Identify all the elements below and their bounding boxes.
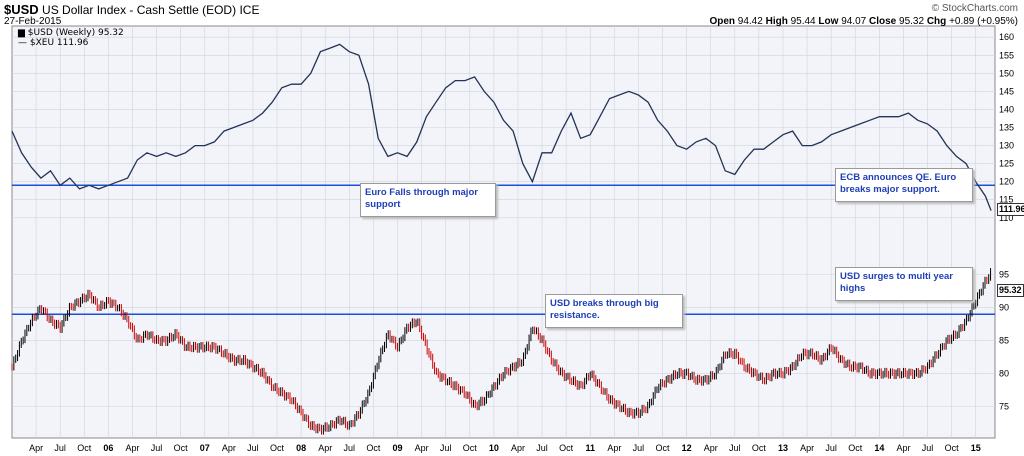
close-value: 95.32 <box>899 16 925 27</box>
x-tick-label: Oct <box>656 443 671 453</box>
xeu-y-tick-label: 125 <box>999 159 1014 169</box>
usd-y-tick-label: 75 <box>999 401 1009 411</box>
xeu-y-tick-label: 145 <box>999 86 1014 96</box>
annotation-euro-support: Euro Falls through major support <box>360 183 496 217</box>
low-value: 94.07 <box>841 16 867 27</box>
xeu-last-value-tag: 111.96 <box>997 203 1024 216</box>
x-tick-label: 14 <box>874 443 884 453</box>
x-tick-label: Apr <box>222 443 236 453</box>
usd-y-tick-label: 80 <box>999 368 1009 378</box>
instrument-name: US Dollar Index - Cash Settle (EOD) <box>42 3 237 17</box>
x-tick-label: 06 <box>103 443 113 453</box>
low-label: Low <box>818 16 839 27</box>
x-tick-label: Oct <box>174 443 189 453</box>
x-tick-label: 12 <box>682 443 692 453</box>
close-label: Close <box>869 16 897 27</box>
x-tick-label: Apr <box>415 443 429 453</box>
x-tick-label: Oct <box>366 443 381 453</box>
usd-last-value-tag: 95.32 <box>997 284 1024 297</box>
x-tick-label: Oct <box>945 443 960 453</box>
x-tick-label: Apr <box>607 443 621 453</box>
x-tick-label: Apr <box>318 443 332 453</box>
usd-y-tick-label: 90 <box>999 303 1009 313</box>
chg-value: +0.89 (+0.95%) <box>949 16 1018 27</box>
x-tick-label: Jul <box>922 443 934 453</box>
xeu-y-tick-label: 115 <box>999 195 1013 205</box>
xeu-y-tick-label: 160 <box>999 32 1014 42</box>
x-tick-label: 07 <box>200 443 210 453</box>
x-tick-label: Jul <box>536 443 548 453</box>
x-tick-label: Jul <box>440 443 452 453</box>
x-tick-label: 13 <box>778 443 788 453</box>
annotation-ecb-qe: ECB announces QE. Euro breaks major supp… <box>835 168 973 202</box>
xeu-y-tick-label: 110 <box>999 213 1013 223</box>
annotation-usd-surge: USD surges to multi year highs <box>835 267 973 301</box>
x-tick-label: 10 <box>489 443 499 453</box>
annotation-usd-resistance: USD breaks through big resistance. <box>545 294 683 328</box>
x-tick-label: Jul <box>825 443 837 453</box>
x-tick-label: Jul <box>151 443 163 453</box>
x-tick-label: Jul <box>729 443 741 453</box>
exchange-name: ICE <box>239 3 260 17</box>
x-tick-label: Oct <box>270 443 285 453</box>
x-tick-label: 11 <box>585 443 595 453</box>
x-tick-label: Oct <box>463 443 478 453</box>
x-tick-label: 09 <box>392 443 402 453</box>
legend-xeu-text: $XEU 111.96 <box>29 38 89 48</box>
x-tick-label: Oct <box>848 443 863 453</box>
x-tick-label: Apr <box>29 443 43 453</box>
x-tick-label: Apr <box>800 443 814 453</box>
x-tick-label: Oct <box>559 443 574 453</box>
xeu-y-tick-label: 155 <box>999 50 1014 60</box>
x-tick-label: Jul <box>633 443 645 453</box>
x-tick-label: Apr <box>511 443 525 453</box>
xeu-y-tick-label: 140 <box>999 104 1014 114</box>
legend-xeu: — $XEU 111.96 <box>18 38 89 48</box>
x-tick-label: Apr <box>896 443 910 453</box>
legend-usd-text: $USD (Weekly) 95.32 <box>27 28 124 38</box>
chart-date: 27-Feb-2015 <box>4 16 62 27</box>
high-label: High <box>765 16 788 27</box>
x-tick-label: Apr <box>125 443 139 453</box>
high-value: 95.44 <box>790 16 816 27</box>
legend-usd: ▆ $USD (Weekly) 95.32 <box>18 28 124 38</box>
x-tick-label: Jul <box>344 443 356 453</box>
xeu-y-tick-label: 120 <box>999 177 1014 187</box>
xeu-series-line <box>11 43 992 211</box>
x-tick-label: Apr <box>704 443 718 453</box>
open-value: 94.42 <box>737 16 763 27</box>
usd-y-tick-label: 85 <box>999 336 1009 346</box>
chart-title: $USD US Dollar Index - Cash Settle (EOD)… <box>4 2 259 17</box>
x-tick-label: 15 <box>971 443 981 453</box>
xeu-y-tick-label: 135 <box>999 123 1014 133</box>
chg-label: Chg <box>926 16 947 27</box>
x-tick-label: Oct <box>77 443 92 453</box>
x-tick-label: 08 <box>296 443 306 453</box>
open-label: Open <box>709 16 735 27</box>
x-tick-label: Jul <box>54 443 66 453</box>
brand-watermark: © StockCharts.com <box>931 3 1018 14</box>
symbol: $USD <box>4 2 39 17</box>
x-tick-label: Jul <box>247 443 259 453</box>
xeu-y-tick-label: 150 <box>999 68 1014 78</box>
xeu-y-tick-label: 130 <box>999 141 1014 151</box>
ohlc-readout: Open 94.42 High 95.44 Low 94.07 Close 95… <box>709 16 1018 27</box>
usd-y-tick-label: 95 <box>999 270 1009 280</box>
x-tick-label: Oct <box>752 443 767 453</box>
